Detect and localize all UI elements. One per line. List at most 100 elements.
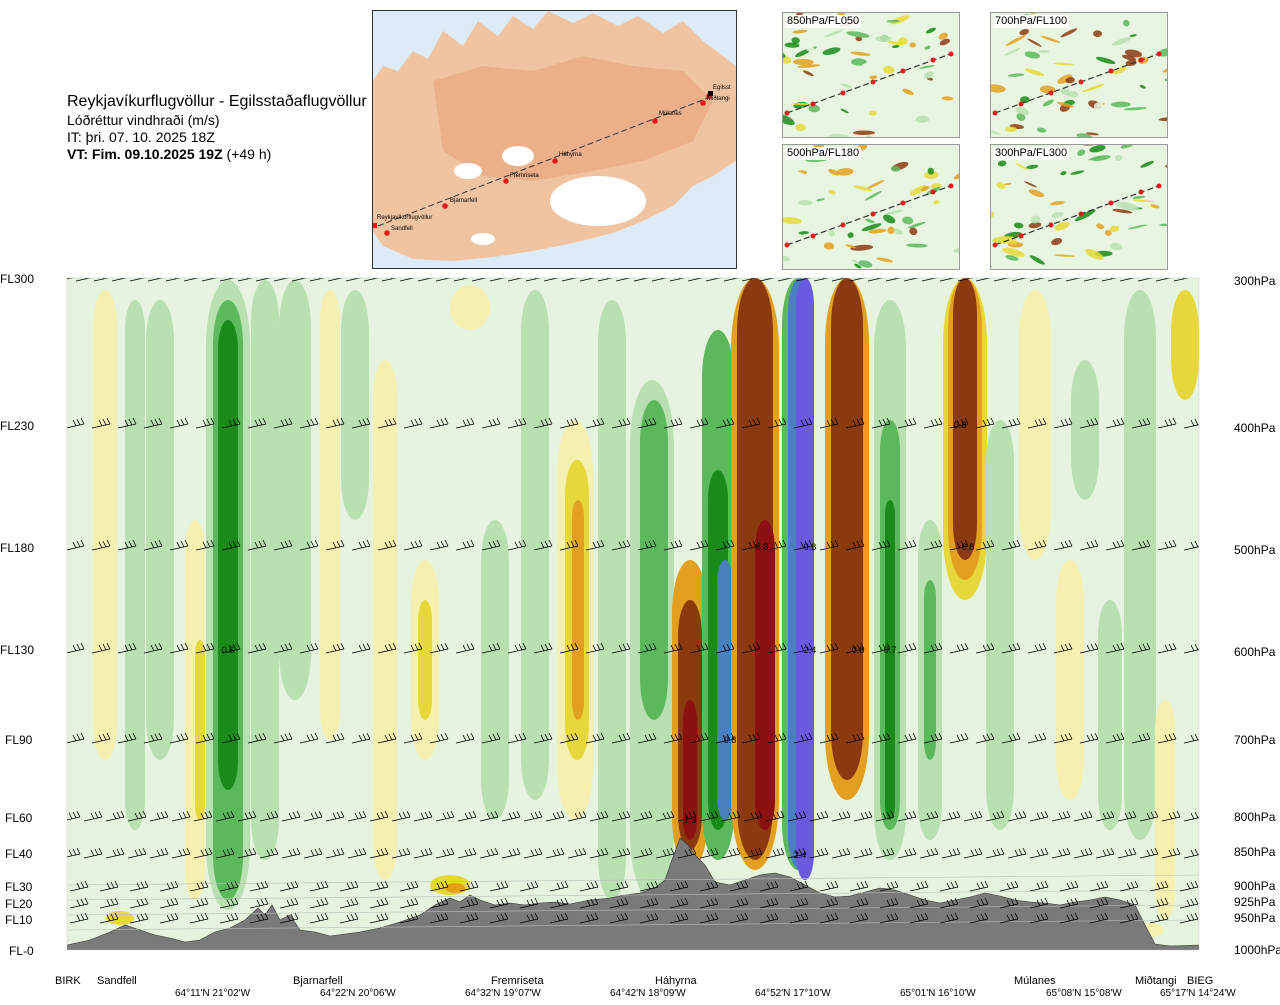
wind-barb [963,810,983,822]
thumb-blob [1111,36,1132,46]
wind-barb [143,417,163,429]
wind-barb [435,847,455,859]
thumb-blob [1005,126,1017,132]
wind-barb [963,847,983,859]
hpa-label: 800hPa [1234,810,1276,824]
wind-barb [247,642,267,654]
wind-barb [215,847,235,859]
wind-barb [1131,732,1151,744]
field-band [683,700,697,840]
wind-barb [559,732,579,744]
map-label-fremriseta: Fremriseta [510,173,539,179]
map-point-sandfell [384,230,390,236]
glacier-large [550,176,646,226]
wind-barb [789,897,809,909]
wind-barb [853,847,873,859]
wind-barb [559,539,579,551]
station-label: Múlanes [1014,975,1056,987]
wind-barb [767,539,787,551]
wind-barb [249,912,269,924]
thumb-blob [1132,195,1146,199]
map-label-bjarnarfell: Bjarnarfell [450,198,477,204]
wind-barb [729,912,749,924]
wind-barb [615,278,632,282]
thumb-blob [996,182,1006,189]
wind-barb [729,880,749,892]
wind-barb [1079,539,1099,551]
wind-barb [579,880,599,892]
wind-barb [501,847,521,859]
wind-barb [1105,417,1125,429]
thumb-blob [1007,73,1025,77]
wind-barb [1131,642,1151,654]
wind-barb [83,810,103,822]
thumb-blob [1105,221,1125,230]
wind-barb [1157,417,1177,429]
thumb-blob [991,210,994,218]
wind-barb [165,278,182,282]
map-point-fremriseta [503,178,509,184]
wind-barb [611,810,631,822]
thumb-blob [784,42,800,48]
wind-barb [975,278,992,282]
wind-barb [793,732,813,744]
fl-label: FL10 [5,913,33,927]
wind-barb [919,810,939,822]
thumb-blob [1019,29,1030,36]
thumb-blob [927,167,935,175]
station-label: BIRK [55,975,81,987]
thumbnail-700hpa[interactable]: 700hPa/FL100 [990,12,1168,138]
thumb-blob [1026,164,1039,170]
thumb-blob [1060,171,1067,176]
thumb-blob [858,260,873,268]
wind-barb [111,278,128,282]
thumbnail-850hpa[interactable]: 850hPa/FL050 [782,12,960,138]
wind-barb [219,897,239,909]
thumb-blob [861,223,882,232]
thumb-blob [1109,225,1120,232]
thumb-blob [865,135,873,137]
field-band [1056,560,1084,800]
thumb-blob [933,200,940,205]
hpa-label: 1000hPa [1234,943,1280,957]
wind-barb [831,810,851,822]
thumb-blob [1077,149,1086,156]
wind-barb [533,539,553,551]
wind-barb [923,732,943,744]
wind-barb [399,912,419,924]
thumb-blob [1164,77,1167,82]
wind-barb [117,539,137,551]
thumb-route-point [1048,90,1054,96]
wind-barb [789,880,809,892]
thumbnail-500hpa[interactable]: 500hPa/FL180 [782,144,960,270]
wind-barb [639,912,659,924]
wind-barb [363,278,380,282]
thumb-blob [1057,102,1074,108]
page-title: Reykjavíkurflugvöllur - Egilsstaðaflugvö… [67,93,367,110]
map-label-reykjavik: Reykjavíkurflugvöllur [377,215,432,221]
thumb-blob [906,243,928,248]
hpa-label: 700hPa [1234,733,1276,747]
field-band [885,500,895,820]
thumb-blob [887,226,895,234]
wind-barb [1029,880,1049,892]
wind-barb [689,642,709,654]
wind-barb [1105,539,1125,551]
wind-barb [1105,642,1125,654]
wind-barb [481,732,501,744]
fl-label: FL90 [5,733,33,747]
coordinate-label: 64°22'N 20°06'W [320,988,396,999]
thumb-blob [822,47,841,56]
fl-label: FL130 [0,643,35,657]
wind-barb [949,732,969,744]
wind-barb [663,539,683,551]
thumb-blob [926,27,936,34]
wind-barb [127,847,147,859]
thumb-blob [915,115,930,123]
wind-barb [247,732,267,744]
wind-barb [1119,278,1136,282]
wind-barb [743,847,763,859]
wind-barb [677,847,697,859]
thumbnail-300hpa[interactable]: 300hPa/FL300 [990,144,1168,270]
wind-barb [1027,539,1047,551]
